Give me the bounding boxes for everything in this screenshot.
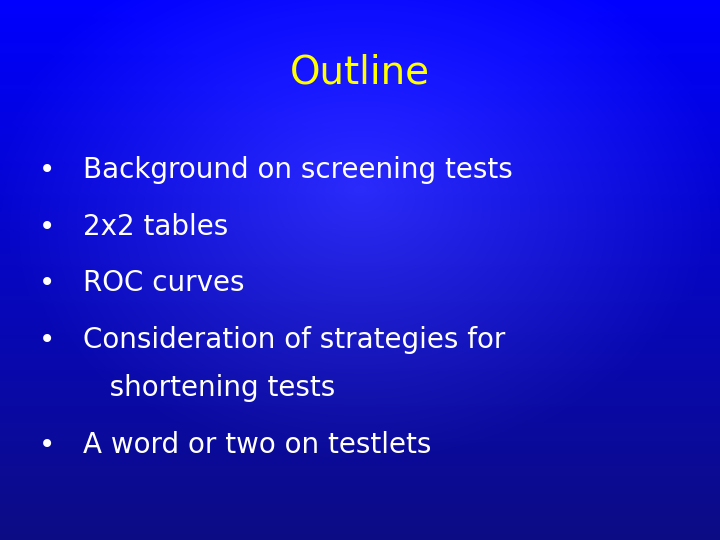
Text: •: • [39,269,55,298]
Text: Consideration of strategies for: Consideration of strategies for [83,326,505,354]
Text: Outline: Outline [290,54,430,92]
Text: •: • [39,326,55,354]
Text: •: • [39,156,55,184]
Text: •: • [39,213,55,241]
Text: shortening tests: shortening tests [83,374,335,402]
Text: A word or two on testlets: A word or two on testlets [83,431,431,459]
Text: •: • [39,431,55,459]
Text: ROC curves: ROC curves [83,269,244,298]
Text: 2x2 tables: 2x2 tables [83,213,228,241]
Text: Background on screening tests: Background on screening tests [83,156,513,184]
